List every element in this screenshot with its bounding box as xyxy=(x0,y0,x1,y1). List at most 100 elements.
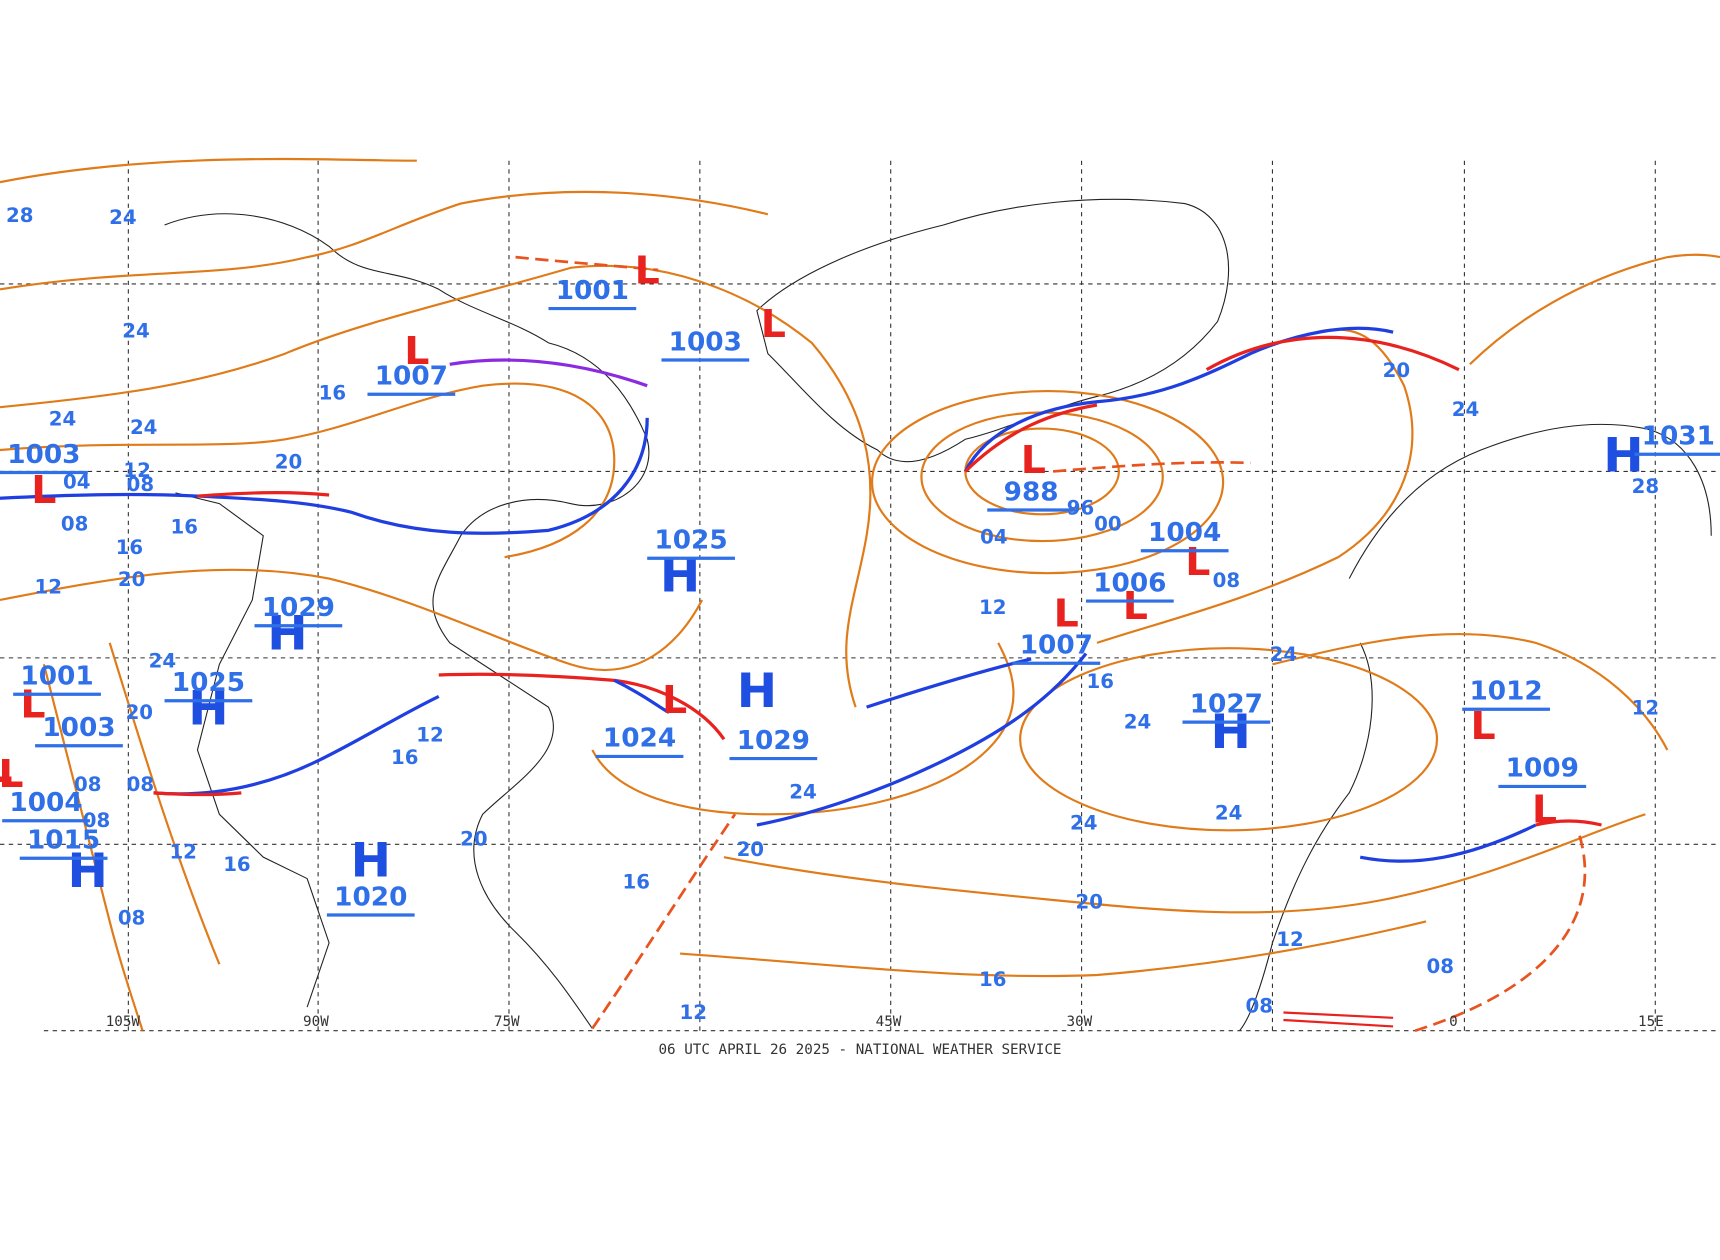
low-symbol: L xyxy=(0,753,24,797)
high-symbol: H xyxy=(1603,429,1643,483)
isobar-label: 04 xyxy=(980,526,1007,549)
isobar-label: 08 xyxy=(1427,955,1454,978)
low-symbol: L xyxy=(1185,540,1210,584)
low-pressure: 1007 xyxy=(375,362,448,392)
high-pressure: 1025 xyxy=(654,526,727,556)
low-pressure: 1012 xyxy=(1469,677,1542,707)
isobar-label: 24 xyxy=(109,206,136,229)
isobar-label: 16 xyxy=(622,871,649,894)
longitude-label: 30W xyxy=(1067,1014,1093,1030)
isobar-label: 24 xyxy=(122,320,149,343)
isobar-label: 20 xyxy=(737,838,764,861)
low-symbol: L xyxy=(1054,592,1079,636)
high-symbol: H xyxy=(188,682,228,736)
isobar-label: 20 xyxy=(1383,359,1410,382)
isobar-label: 96 xyxy=(1067,497,1094,520)
isobar-label: 16 xyxy=(116,536,143,559)
high-pressure: 1027 xyxy=(1190,690,1263,720)
isobar-label: 12 xyxy=(416,724,443,747)
high-pressure: 1020 xyxy=(334,883,407,913)
low-pressure: 1003 xyxy=(669,328,742,358)
isobar-label: 12 xyxy=(123,459,150,482)
isobar-label: 24 xyxy=(1124,711,1151,734)
isobar-label: 08 xyxy=(61,513,88,536)
isobar-label: 24 xyxy=(130,416,157,439)
high-symbol: H xyxy=(68,845,108,899)
isobar-label: 24 xyxy=(149,650,176,673)
high-symbol: H xyxy=(737,665,777,719)
low-symbol: L xyxy=(20,683,45,727)
low-symbol: L xyxy=(31,469,56,513)
high-pressure: 1029 xyxy=(262,593,335,623)
labels: 105W 90W 75W 45W 30W 0 15E 06 UTC APRIL 26 2025… xyxy=(0,204,1720,1058)
isobar-label: 16 xyxy=(979,968,1006,991)
longitude-label: 105W xyxy=(106,1014,141,1030)
low-symbol: L xyxy=(662,679,687,723)
low-symbol: L xyxy=(1532,788,1557,832)
isobar-label: 16 xyxy=(319,382,346,405)
isobar-label: 28 xyxy=(1632,475,1659,498)
isobar-label: 24 xyxy=(789,781,816,804)
isobar-label: 08 xyxy=(1213,569,1240,592)
fronts xyxy=(0,255,1602,1032)
low-symbol: L xyxy=(404,329,429,373)
isobar-label: 08 xyxy=(83,809,110,832)
isobar-label: 12 xyxy=(35,576,62,599)
isobar-label: 12 xyxy=(979,596,1006,619)
low-symbol: L xyxy=(635,249,660,293)
isobar-label: 16 xyxy=(391,746,418,769)
isobar-label: 16 xyxy=(223,853,250,876)
low-pressure: 1009 xyxy=(1506,754,1579,784)
low-symbol: L xyxy=(1021,439,1046,483)
low-pressure: 1003 xyxy=(7,440,80,470)
isobar-label: 24 xyxy=(1452,398,1479,421)
isobar-label: 08 xyxy=(127,773,154,796)
low-pressure: 1001 xyxy=(556,276,629,306)
isobar-label: 20 xyxy=(126,701,153,724)
low-pressure: 1024 xyxy=(603,724,676,754)
isobar-label: 12 xyxy=(1276,928,1303,951)
isobar-label: 20 xyxy=(460,828,487,851)
isobar-label: 24 xyxy=(1070,812,1097,835)
high-pressure: 1025 xyxy=(172,668,245,698)
isobar-label: 20 xyxy=(1076,891,1103,914)
low-pressure: 988 xyxy=(1004,478,1059,508)
longitude-label: 45W xyxy=(876,1014,902,1030)
isobar-label: 12 xyxy=(169,841,196,864)
high-pressure: 1015 xyxy=(27,826,100,856)
isobar-label: 16 xyxy=(1087,670,1114,693)
low-symbol: L xyxy=(1470,704,1495,748)
isobar-label: 24 xyxy=(1270,643,1297,666)
isobars xyxy=(0,157,1720,1032)
isobar-label: 24 xyxy=(49,408,76,431)
high-pressure: 1029 xyxy=(737,726,810,756)
low-pressure: 1004 xyxy=(1148,518,1221,548)
isobar-label: 28 xyxy=(6,204,33,227)
low-symbol: L xyxy=(761,303,786,347)
longitude-label: 15E xyxy=(1638,1014,1664,1030)
longitude-label: 90W xyxy=(303,1014,329,1030)
isobar-label: 20 xyxy=(275,451,302,474)
isobar-label: 12 xyxy=(1632,697,1659,720)
low-pressure: 1003 xyxy=(42,713,115,743)
longitude-label: 75W xyxy=(494,1014,520,1030)
low-symbol: L xyxy=(0,747,13,791)
isobar-label: 00 xyxy=(1094,513,1121,536)
isobar-label: 08 xyxy=(1246,995,1273,1018)
caption: 06 UTC APRIL 26 2025 - NATIONAL WEATHER … xyxy=(658,1042,1061,1058)
low-pressure: 1004 xyxy=(9,788,82,818)
isobar-label: 20 xyxy=(118,568,145,591)
lat-lon-grid xyxy=(0,160,1720,1032)
isobar-label: 16 xyxy=(171,516,198,539)
high-symbol: H xyxy=(351,834,391,888)
isobar-label: 24 xyxy=(1215,802,1242,825)
coastlines xyxy=(164,198,1712,1032)
high-pressure: 1031 xyxy=(1642,422,1715,452)
longitude-label: 0 xyxy=(1449,1014,1458,1030)
high-symbol: H xyxy=(267,607,307,661)
low-pressure: 1006 xyxy=(1093,569,1166,599)
isobar-label: 08 xyxy=(118,907,145,930)
low-symbol: L xyxy=(1123,584,1148,628)
isobar-label: 08 xyxy=(127,473,154,496)
